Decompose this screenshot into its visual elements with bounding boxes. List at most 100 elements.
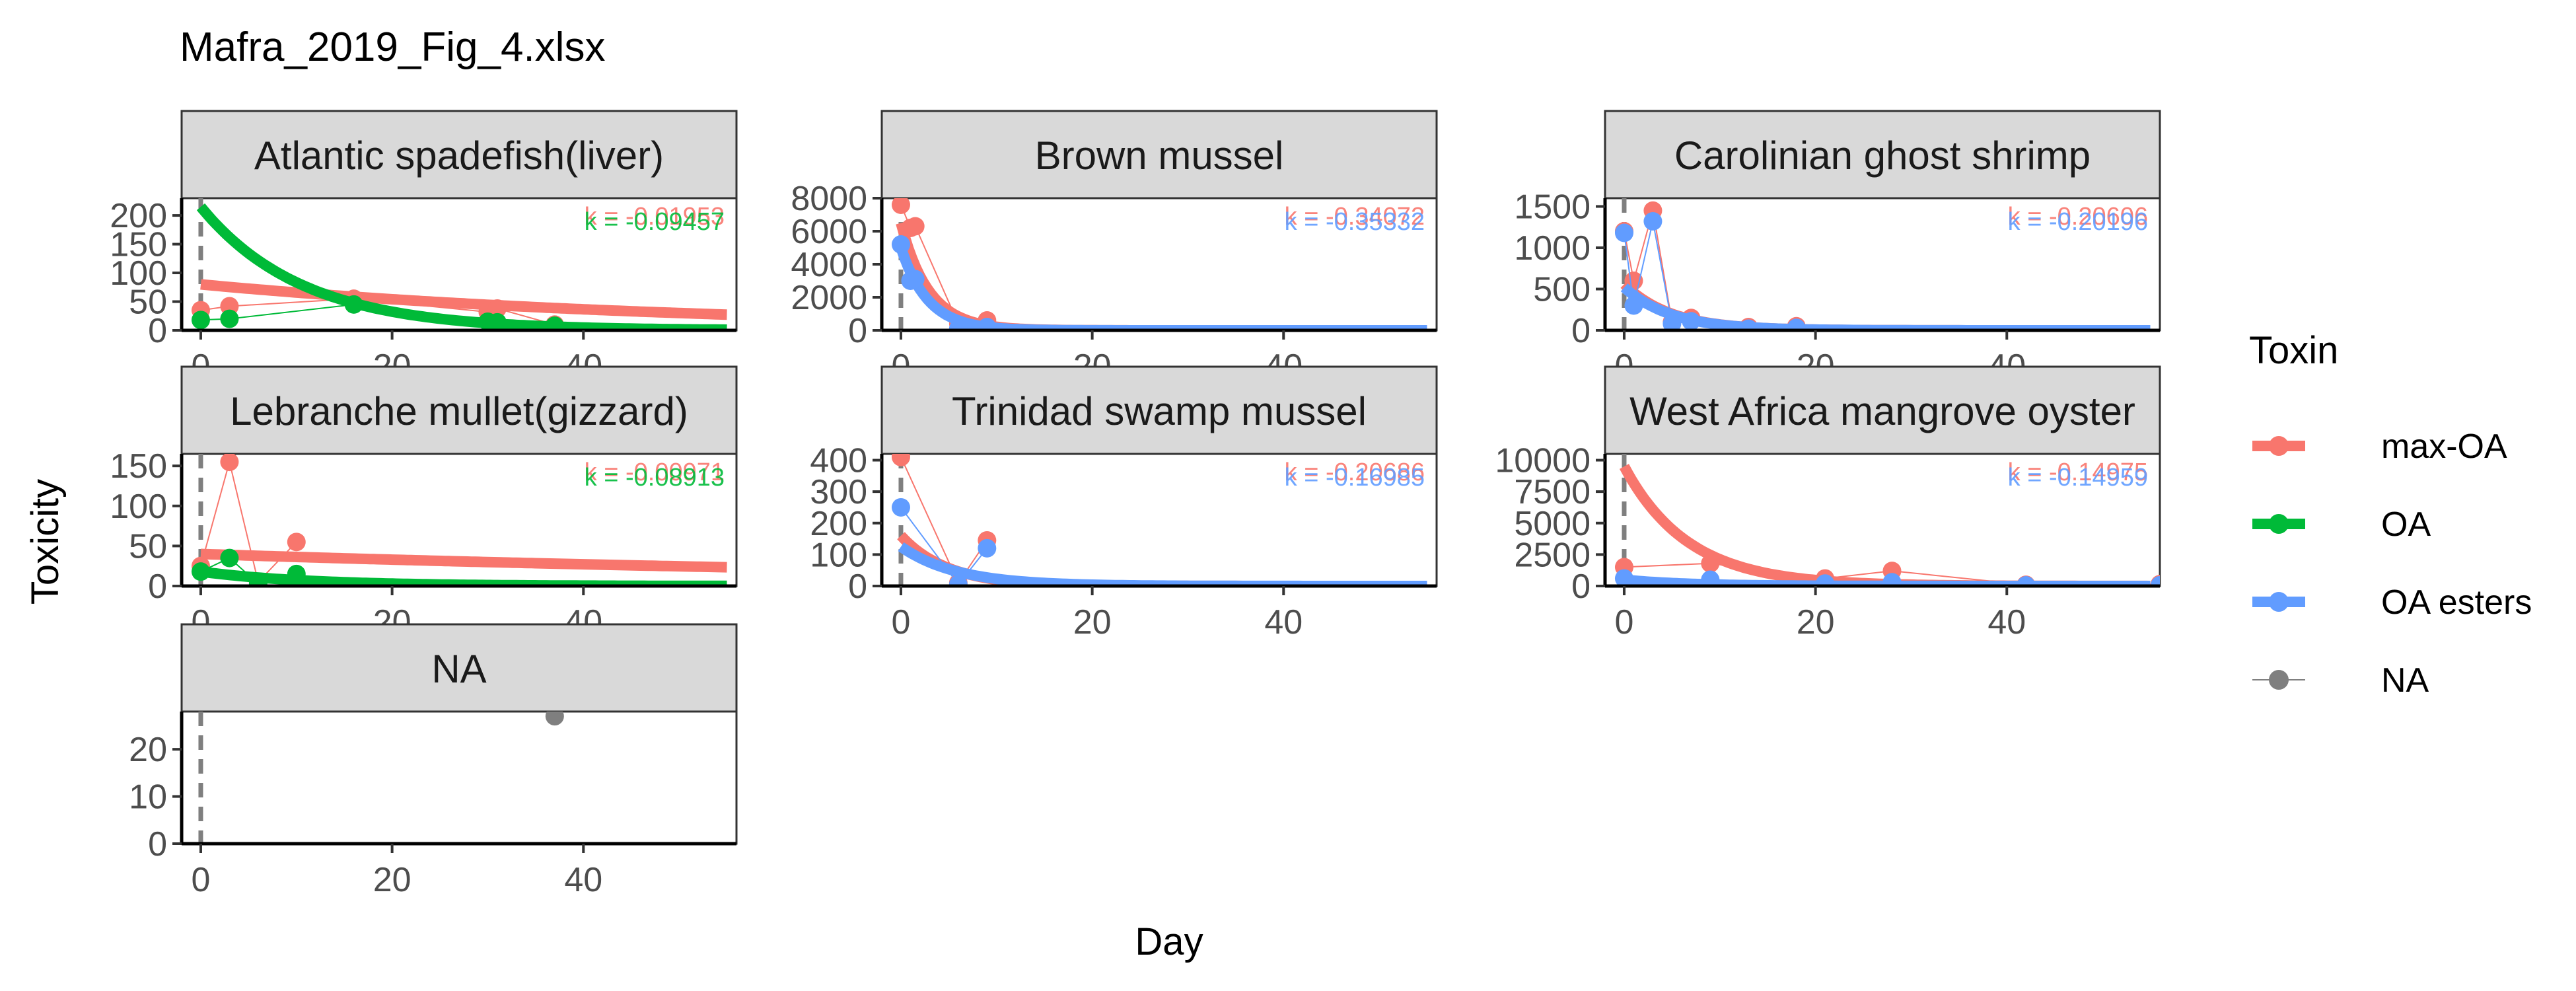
data-point-max-OA: [487, 299, 507, 318]
fit-curve-max-OA: [200, 548, 727, 573]
y-tick-label: 0: [1571, 312, 1591, 350]
y-tick-label: 300: [810, 473, 867, 511]
x-axis-label: Day: [1135, 920, 1203, 963]
data-point-OA esters: [2151, 575, 2160, 586]
k-label: k = -0.16985: [1285, 464, 1425, 492]
fit-curve-max-OA: [200, 279, 727, 320]
y-tick-label: 10: [129, 778, 167, 817]
x-tick-label: 20: [1797, 603, 1835, 642]
y-tick-label: 6000: [791, 213, 867, 251]
data-point-OA esters: [891, 235, 910, 254]
y-tick-label: 0: [848, 568, 867, 606]
facet-strip: [180, 365, 738, 455]
k-label: k = -0.09457: [585, 208, 725, 236]
data-point-OA: [220, 548, 239, 568]
k-label: k = -0.08913: [585, 464, 725, 492]
y-tick-label: 4000: [791, 246, 867, 284]
x-tick-label: 20: [373, 861, 411, 899]
chart-title: Mafra_2019_Fig_4.xlsx: [180, 24, 605, 70]
x-tick-label: 0: [1615, 603, 1634, 642]
y-tick-label: 400: [810, 442, 867, 480]
k-label: k = -0.20686: [1285, 459, 1425, 486]
y-tick-label: 50: [129, 527, 167, 566]
data-point-OA: [248, 574, 268, 586]
y-tick-label: 50: [129, 283, 167, 322]
facet-title: Brown mussel: [1035, 133, 1284, 178]
data-point-OA esters: [1614, 223, 1633, 242]
data-point-OA: [191, 562, 210, 581]
data-point-max-OA: [891, 198, 910, 214]
data-point-OA esters: [906, 270, 925, 289]
x-tick-label: 40: [1987, 603, 2026, 642]
data-point-max-OA: [906, 217, 925, 236]
facet-title: Lebranche mullet(gizzard): [230, 389, 688, 433]
facet-plot-layer: [891, 198, 1427, 330]
legend-entry-label: OA: [2381, 505, 2431, 544]
legend-entry-label: max-OA: [2381, 427, 2507, 466]
facet-6: NA 0 10 20 0 20 40: [129, 623, 738, 899]
data-point-OA: [545, 316, 564, 330]
data-point-OA esters: [891, 497, 910, 517]
data-point-OA esters: [1739, 319, 1758, 330]
data-point-OA esters: [948, 575, 968, 586]
legend-key-point: [2269, 670, 2289, 690]
data-point-OA esters: [1816, 574, 1835, 586]
y-tick-label: 0: [148, 312, 167, 350]
facet-plot-layer: [198, 712, 564, 844]
y-tick-label: 1500: [1514, 188, 1591, 227]
facet-panel: [880, 197, 1438, 332]
data-point-OA esters: [2017, 576, 2036, 586]
x-tick-label: 40: [1264, 603, 1303, 642]
facet-title: West Africa mangrove oyster: [1629, 389, 2135, 433]
data-point-OA: [344, 295, 363, 314]
k-label: k = -0.35332: [1285, 208, 1425, 236]
legend-entry-label: NA: [2381, 661, 2429, 700]
y-tick-label: 100: [810, 536, 867, 574]
y-tick-label: 1000: [1514, 229, 1591, 268]
data-point-OA esters: [1663, 314, 1682, 330]
data-point-OA: [287, 564, 306, 583]
y-tick-label: 20: [129, 731, 167, 769]
y-tick-label: 500: [1533, 271, 1591, 309]
y-tick-label: 7500: [1514, 473, 1591, 511]
y-tick-label: 2500: [1514, 536, 1591, 574]
y-axis-label: Toxicity: [24, 479, 67, 605]
k-label: k = -0.01953: [585, 203, 725, 231]
y-tick-label: 5000: [1514, 505, 1591, 543]
facet-5: West Africa mangrove oyster k = -0.14975k…: [1495, 365, 2161, 642]
y-tick-label: 0: [148, 568, 167, 606]
y-tick-label: 0: [148, 825, 167, 863]
k-label: k = -0.34072: [1285, 203, 1425, 231]
facet-strip: [880, 365, 1438, 455]
y-tick-label: 200: [810, 505, 867, 543]
facet-strip: [880, 110, 1438, 200]
legend-key-point: [2269, 436, 2289, 456]
y-tick-label: 150: [110, 447, 167, 486]
data-point-max-OA: [1701, 554, 1720, 573]
data-point-OA esters: [1882, 573, 1902, 586]
facet-title: Atlantic spadefish(liver): [254, 133, 664, 178]
data-point-OA esters: [1624, 296, 1643, 315]
x-tick-label: 40: [564, 861, 602, 899]
data-point-OA esters: [1614, 569, 1633, 586]
legend-key-point: [2269, 514, 2289, 534]
data-point-OA: [487, 312, 507, 330]
data-point-max-OA: [220, 454, 239, 472]
k-label: k = -0.00971: [585, 459, 725, 486]
k-label: k = -0.20606: [2008, 203, 2148, 231]
data-point-max-OA: [891, 454, 910, 466]
x-tick-label: 0: [192, 861, 211, 899]
legend-key-point: [2269, 592, 2289, 612]
k-label: k = -0.14975: [2008, 459, 2148, 486]
data-point-OA: [191, 311, 210, 330]
data-point-OA esters: [1701, 570, 1720, 586]
facet-title: Carolinian ghost shrimp: [1674, 133, 2091, 178]
facet-strip: [180, 623, 738, 713]
